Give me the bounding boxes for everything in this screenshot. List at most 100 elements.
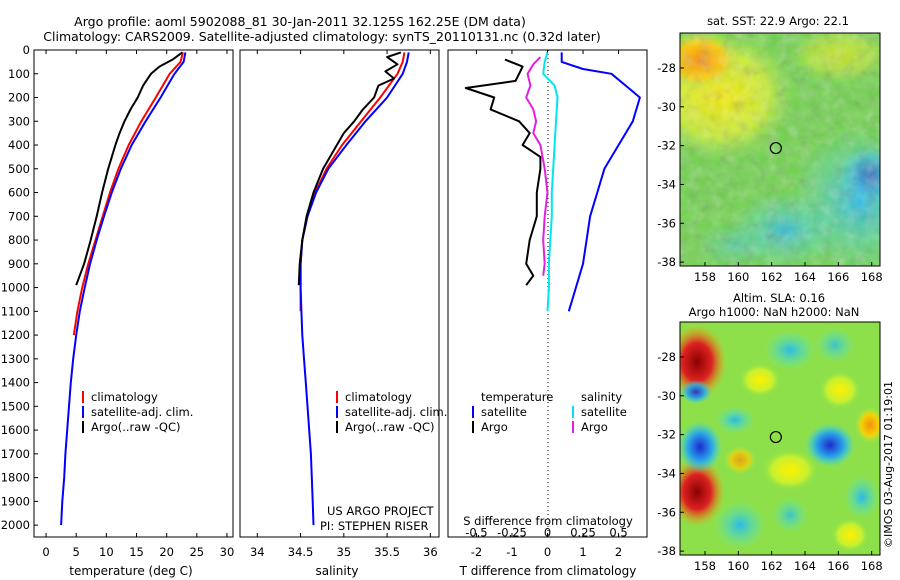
difference-series xyxy=(464,52,641,312)
credit-project: US ARGO PROJECT xyxy=(327,504,435,518)
sla-map-panel: Altim. SLA: 0.16 Argo h1000: NaN h2000: … xyxy=(657,291,882,573)
difference-legend: temperature salinity satellite Argo sate… xyxy=(472,390,627,434)
sla-map-ticks: 158 160 162 164 166 168 -28 -30 -32 -34 -36 -38 xyxy=(657,350,882,573)
lon-tick-label: 168 xyxy=(861,270,883,284)
series-temperature-satellite xyxy=(560,52,641,312)
lat-tick-label: -28 xyxy=(657,61,676,75)
salinity-axis-ticks: 34 34.5 35 35.5 36 xyxy=(250,50,438,559)
sla-map-frame xyxy=(679,321,881,556)
depth-tick-label: 200 xyxy=(8,91,30,105)
salinity-tick-label: 34.5 xyxy=(288,545,314,559)
depth-tick-label: 1300 xyxy=(1,352,30,366)
lon-tick-label: 158 xyxy=(694,270,716,284)
figure-subtitle: Climatology: CARS2009. Satellite-adjuste… xyxy=(43,29,600,44)
s-difference-tick-label: 0.5 xyxy=(609,526,627,540)
sst-argo-marker xyxy=(769,141,782,155)
lon-tick-label: 166 xyxy=(827,559,849,573)
series-salinity-argo xyxy=(525,56,549,276)
lat-tick-label: -32 xyxy=(657,139,676,153)
legend-climatology: climatology xyxy=(91,390,158,404)
depth-tick-label: 800 xyxy=(8,233,30,247)
legend-s-argo: Argo xyxy=(581,420,608,434)
depth-tick-label: 1600 xyxy=(1,423,30,437)
temperature-tick-label: 10 xyxy=(99,545,114,559)
salinity-axes xyxy=(239,49,440,538)
lon-tick-label: 168 xyxy=(861,559,883,573)
depth-tick-label: 1800 xyxy=(1,471,30,485)
difference-tick-label: 2 xyxy=(615,545,622,559)
lon-tick-label: 166 xyxy=(827,270,849,284)
legend-t-satellite: satellite xyxy=(481,405,527,419)
depth-tick-label: 1700 xyxy=(1,447,30,461)
lat-tick-label: -30 xyxy=(657,100,676,114)
series-temperature-argo xyxy=(464,58,542,286)
temperature-tick-label: 20 xyxy=(159,545,174,559)
imos-watermark: ©IMOS 03-Aug-2017 01:19:01 xyxy=(882,381,895,548)
depth-tick-label: 2000 xyxy=(1,518,30,532)
legend-climatology: climatology xyxy=(345,390,412,404)
lon-tick-label: 160 xyxy=(727,559,749,573)
depth-tick-label: 400 xyxy=(8,138,30,152)
temperature-axis-ticks: 0 5 10 15 20 25 30 xyxy=(42,50,234,559)
depth-tick-label: 300 xyxy=(8,114,30,128)
lat-tick-label: -32 xyxy=(657,428,676,442)
salinity-series xyxy=(297,51,410,526)
sst-map-ticks: 158 160 162 164 166 168 -28 -30 -32 -34 -36 -38 xyxy=(657,61,882,284)
legend-t-argo: Argo xyxy=(481,420,508,434)
salinity-tick-label: 34 xyxy=(250,545,265,559)
depth-tick-label: 1100 xyxy=(1,304,30,318)
legend-salinity-header: salinity xyxy=(581,390,622,404)
depth-tick-label: 700 xyxy=(8,209,30,223)
lon-tick-label: 162 xyxy=(761,270,783,284)
legend-argo: Argo(..raw -QC) xyxy=(345,420,435,434)
s-difference-tick-label: -0.25 xyxy=(497,526,527,540)
depth-tick-label: 0 xyxy=(23,43,30,57)
lat-tick-label: -36 xyxy=(657,216,676,230)
depth-tick-label: 1400 xyxy=(1,376,30,390)
depth-tick-label: 900 xyxy=(8,257,30,271)
temperature-tick-label: 25 xyxy=(189,545,204,559)
credit-pi: PI: STEPHEN RISER xyxy=(320,519,429,533)
s-difference-tick-label: 0.25 xyxy=(570,526,596,540)
temperature-tick-label: 15 xyxy=(129,545,144,559)
depth-tick-label: 1900 xyxy=(1,494,30,508)
lat-tick-label: -28 xyxy=(657,350,676,364)
salinity-difference-ticks: -0.5 -0.25 0 0.25 0.5 xyxy=(465,526,628,540)
temperature-xlabel: temperature (deg C) xyxy=(69,564,192,578)
lat-tick-label: -38 xyxy=(657,544,676,558)
s-difference-tick-label: 0 xyxy=(544,526,551,540)
salinity-panel: 34 34.5 35 35.5 36 salinity climatology sate… xyxy=(239,49,447,578)
difference-axis-ticks: -2 -1 0 1 2 xyxy=(471,50,622,559)
difference-panel: -2 -1 0 1 2 -0.5 -0.25 0 0.25 0.5 S difference f… xyxy=(447,49,648,578)
series-satellite-adj-clim xyxy=(60,52,187,526)
legend-satellite: satellite-adj. clim. xyxy=(91,405,193,419)
series-salinity-satellite xyxy=(542,52,559,312)
temperature-legend: climatology satellite-adj. clim. Argo(..… xyxy=(82,390,193,434)
sla-map-subtitle: Argo h1000: NaN h2000: NaN xyxy=(689,305,860,319)
difference-axes xyxy=(447,49,648,538)
series-satellite-adj-clim xyxy=(299,52,410,526)
sst-map-panel: sat. SST: 22.9 Argo: 22.1 158 160 162 164 16… xyxy=(657,14,882,284)
salinity-xlabel: salinity xyxy=(315,564,358,578)
sst-map-field xyxy=(680,33,880,266)
difference-tick-label: -2 xyxy=(471,545,482,559)
difference-tick-label: 1 xyxy=(579,545,586,559)
lon-tick-label: 160 xyxy=(727,270,749,284)
salinity-tick-label: 36 xyxy=(423,545,438,559)
lon-tick-label: 164 xyxy=(794,559,816,573)
depth-tick-label: 100 xyxy=(8,67,30,81)
depth-tick-label: 600 xyxy=(8,186,30,200)
lat-tick-label: -34 xyxy=(657,177,676,191)
temperature-tick-label: 5 xyxy=(73,545,80,559)
temperature-tick-label: 30 xyxy=(220,545,235,559)
series-argo-raw-qc xyxy=(75,51,183,286)
salinity-tick-label: 35.5 xyxy=(374,545,400,559)
lon-tick-label: 164 xyxy=(794,270,816,284)
legend-temperature-header: temperature xyxy=(481,390,553,404)
legend-argo: Argo(..raw -QC) xyxy=(91,420,181,434)
salinity-tick-label: 35 xyxy=(337,545,352,559)
temperature-tick-label: 0 xyxy=(42,545,49,559)
lon-tick-label: 158 xyxy=(694,559,716,573)
series-argo-raw-qc xyxy=(297,51,402,286)
